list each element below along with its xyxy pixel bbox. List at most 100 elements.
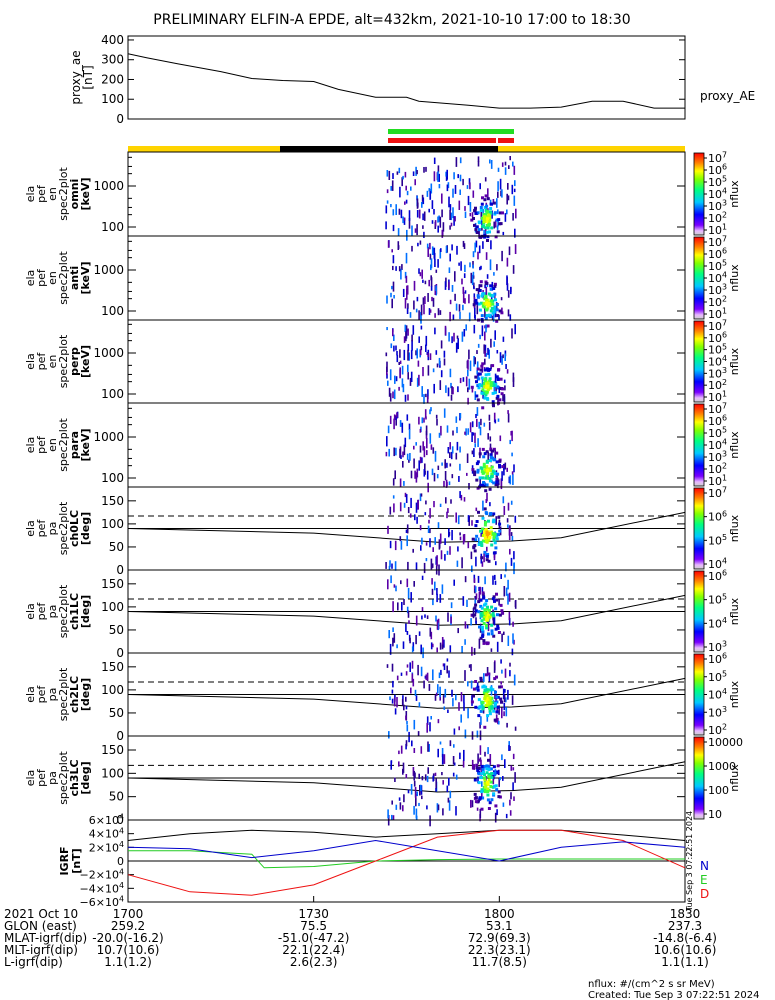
spectrogram-pixel [404, 492, 407, 498]
spectrogram-pixel [507, 635, 510, 646]
panel-ylabel: en [46, 438, 59, 452]
spectrogram-core-pixel [485, 230, 489, 234]
spectrogram-pixel [423, 211, 426, 221]
spectrogram-pixel [400, 672, 403, 676]
spectrogram-pixel [428, 308, 431, 315]
spectrogram-core-pixel [493, 718, 497, 722]
spectrogram-pixel [400, 745, 403, 754]
spectrogram-pixel [429, 253, 432, 260]
spectrogram-pixel [405, 331, 407, 342]
spectrogram-pixel [429, 627, 432, 637]
spectrogram-pixel [431, 588, 434, 595]
spectrogram-pixel [458, 726, 460, 731]
spectrogram-core-pixel [480, 703, 484, 707]
spectrogram-pixel [505, 813, 508, 819]
spectrogram-pixel [512, 161, 514, 167]
spectrogram-pixel [448, 267, 451, 273]
spectrogram-core-pixel [480, 216, 484, 220]
spectrogram-core-pixel [472, 303, 476, 307]
red-zone-bar-2 [498, 138, 514, 143]
spectrogram-core-pixel [484, 528, 488, 532]
spectrogram-pixel [455, 416, 458, 423]
spectrogram-pixel [481, 363, 484, 373]
spectrogram-pixel [489, 754, 492, 765]
spectrogram-pixel [402, 216, 404, 224]
spectrogram-pixel [430, 258, 433, 269]
spectrogram-pixel [453, 762, 456, 766]
spectrogram-pixel [475, 507, 478, 512]
spectrogram-core-pixel [474, 298, 478, 302]
spectrogram-pixel [504, 161, 507, 166]
spectrogram-pixel [415, 808, 418, 819]
spectrogram-pixel [386, 436, 388, 447]
spectrogram-pixel [478, 586, 480, 592]
spectrogram-pixel [436, 363, 439, 368]
spectrogram-pixel [415, 798, 417, 807]
spectrogram-pixel [433, 157, 436, 164]
spectrogram-pixel [486, 667, 489, 675]
spectrogram-pixel [453, 744, 455, 748]
spectrogram-pixel [499, 352, 502, 363]
spectrogram-core-pixel [477, 698, 481, 702]
spectrogram-pixel [412, 325, 415, 335]
spectrogram-pixel [445, 497, 447, 504]
spectrogram-pixel [434, 772, 437, 776]
spectrogram-pixel [450, 222, 453, 227]
spectrogram-core-pixel [490, 629, 494, 633]
spectrogram-core-pixel [489, 202, 493, 206]
spectrogram-core-pixel [472, 545, 476, 549]
spectrogram-pixel [466, 624, 469, 629]
spectrogram-pixel [418, 631, 421, 636]
spectrogram-core-pixel [488, 230, 491, 234]
spectrogram-core-pixel [495, 460, 499, 464]
colorbar-tick-label: 107 [708, 235, 727, 249]
spectrogram-pixel [431, 296, 433, 302]
spectrogram-pixel [396, 644, 398, 649]
spectrogram-pixel [412, 548, 414, 553]
spectrogram-core-pixel [486, 303, 490, 307]
spectrogram-pixel [471, 274, 474, 286]
spectrogram-core-pixel [475, 301, 479, 305]
spectrogram-pixel [438, 432, 441, 438]
spectrogram-pixel [496, 198, 498, 208]
spectrogram-core-pixel [495, 451, 499, 455]
spectrogram-pixel [441, 462, 443, 466]
spectrogram-pixel [508, 617, 511, 626]
spectrogram-core-pixel [477, 766, 481, 770]
spectrogram-pixel [392, 329, 394, 337]
spectrogram-core-pixel [483, 608, 487, 612]
spectrogram-core-pixel [481, 630, 485, 634]
spectrogram-pixel [476, 682, 479, 687]
spectrogram-core-pixel [493, 677, 497, 681]
spectrogram-pixel [471, 450, 474, 455]
spectrogram-core-pixel [483, 233, 487, 237]
panel-ylabel: para [68, 431, 81, 459]
panel-ylabel: pef [35, 268, 48, 287]
spectrogram-core-pixel [481, 406, 485, 410]
spectrogram-core-pixel [499, 377, 503, 381]
spectrogram-pixel [443, 663, 446, 670]
spectrogram-core-pixel [473, 549, 477, 553]
spectrogram-pixel [449, 442, 451, 450]
spectrogram-core-pixel [480, 391, 484, 395]
colorbar-title: nflux [728, 514, 741, 542]
spectrogram-pixel [451, 530, 453, 541]
spectrogram-pixel [426, 722, 428, 733]
spectrogram-pixel [474, 357, 476, 365]
spectrogram-core-pixel [484, 611, 487, 615]
spectrogram-pixel [514, 772, 516, 783]
spectrogram-pixel [387, 525, 389, 534]
spectrogram-pixel [478, 245, 481, 254]
spectrogram-core-pixel [489, 309, 493, 313]
spectrogram-core-pixel [478, 705, 482, 709]
spectrogram-core-pixel [492, 792, 496, 796]
spectrogram-pixel [496, 809, 498, 816]
spectrogram-pixel [485, 252, 488, 260]
spectrogram-pixel [417, 731, 420, 737]
spectrogram-core-pixel [490, 530, 494, 534]
spectrogram-pixel [411, 225, 413, 236]
spectrogram-core-pixel [479, 775, 483, 779]
colorbar-tick-label: 106 [708, 330, 727, 344]
spectrogram-core-pixel [481, 447, 485, 451]
spectrogram-pixel [406, 229, 408, 241]
